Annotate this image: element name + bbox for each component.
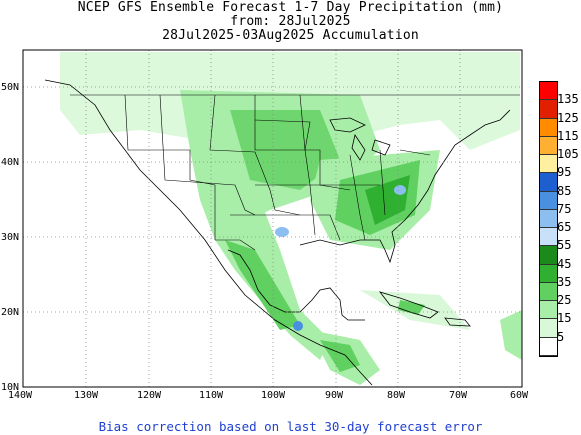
precip-legend-colorbar bbox=[539, 81, 558, 357]
lon-label-110: 110W bbox=[199, 390, 224, 401]
lat-label-50: 50N bbox=[1, 82, 20, 93]
legend-swatch bbox=[540, 337, 557, 356]
legend-label: 105 bbox=[557, 147, 579, 162]
precip-shading bbox=[60, 52, 522, 385]
map-subtitle-date: from: 28Jul2025 bbox=[230, 14, 351, 29]
legend-swatch bbox=[540, 264, 557, 283]
legend-label: 95 bbox=[557, 165, 572, 180]
lon-label-80: 80W bbox=[387, 390, 406, 401]
legend-label: 5 bbox=[557, 329, 565, 344]
legend-swatch bbox=[540, 319, 557, 338]
lon-label-130: 130W bbox=[74, 390, 99, 401]
legend-swatch bbox=[540, 118, 557, 137]
legend-label: 75 bbox=[557, 201, 572, 216]
legend-label: 55 bbox=[557, 238, 572, 253]
state-borders bbox=[70, 94, 520, 251]
lon-label-90: 90W bbox=[325, 390, 344, 401]
legend-label: 25 bbox=[557, 293, 572, 308]
lon-label-70: 70W bbox=[449, 390, 468, 401]
legend-swatch bbox=[540, 136, 557, 156]
lat-label-40: 40N bbox=[1, 157, 20, 168]
map-title: NCEP GFS Ensemble Forecast 1-7 Day Preci… bbox=[77, 0, 504, 15]
lon-label-120: 120W bbox=[137, 390, 162, 401]
legend-label: 135 bbox=[557, 92, 579, 107]
map-subtitle-accumulation: 28Jul2025-03Aug2025 Accumulation bbox=[162, 28, 419, 43]
legend-label: 15 bbox=[557, 311, 572, 326]
lon-label-60: 60W bbox=[510, 390, 529, 401]
lon-label-140: 140W bbox=[8, 390, 33, 401]
coastlines bbox=[44, 79, 511, 386]
lat-label-20: 20N bbox=[1, 307, 20, 318]
legend-swatch bbox=[540, 228, 557, 247]
legend-swatch bbox=[540, 209, 557, 229]
legend-swatch bbox=[540, 191, 557, 210]
legend-label: 125 bbox=[557, 110, 579, 125]
lon-gridlines bbox=[85, 50, 461, 387]
lon-label-100: 100W bbox=[261, 390, 286, 401]
lat-label-10: 10N bbox=[1, 382, 20, 393]
legend-label: 45 bbox=[557, 256, 572, 271]
legend-label: 115 bbox=[557, 128, 579, 143]
legend-swatch bbox=[540, 173, 557, 192]
bias-correction-note: Bias correction based on last 30-day for… bbox=[98, 419, 483, 434]
legend-swatch bbox=[540, 100, 557, 119]
legend-label: 85 bbox=[557, 183, 572, 198]
legend-swatch bbox=[540, 82, 557, 101]
legend-label: 65 bbox=[557, 220, 572, 235]
legend-swatch bbox=[540, 246, 557, 265]
legend-swatch bbox=[540, 301, 557, 320]
lat-label-30: 30N bbox=[1, 232, 20, 243]
legend-swatch bbox=[540, 155, 557, 174]
legend-label: 35 bbox=[557, 274, 572, 289]
legend-swatch bbox=[540, 282, 557, 302]
